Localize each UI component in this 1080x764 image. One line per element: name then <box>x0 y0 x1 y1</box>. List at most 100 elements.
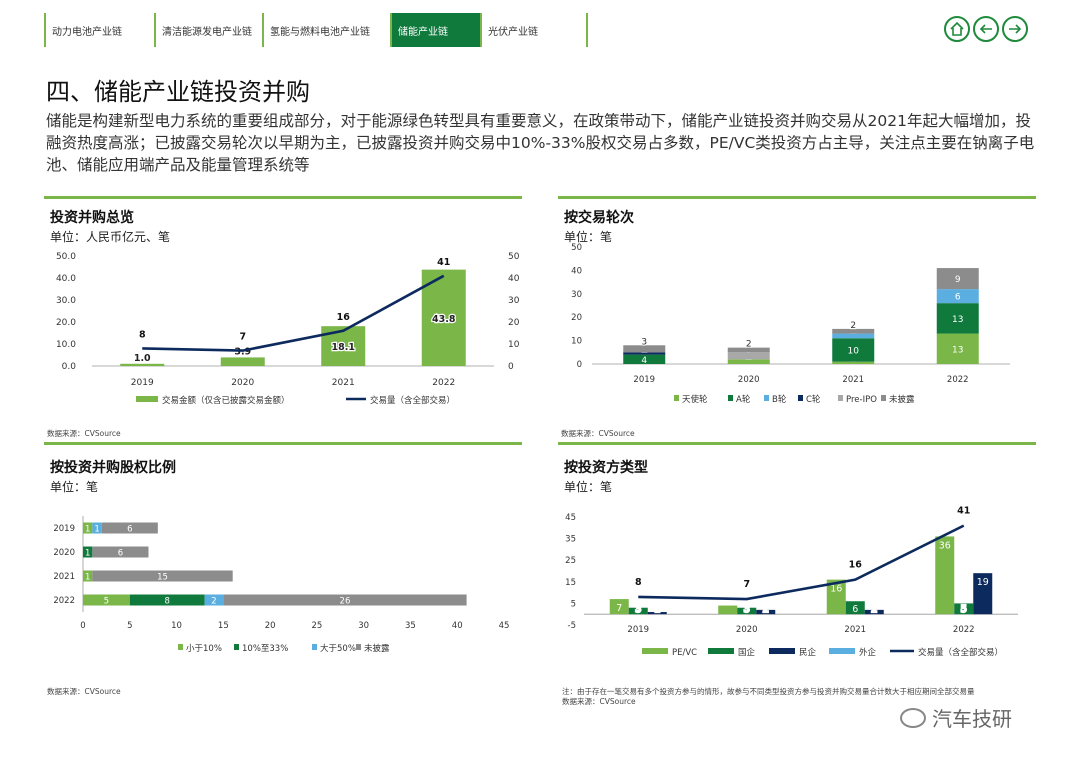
rounds-source: 数据来源：CVSource <box>561 429 635 438</box>
rounds-title: 按交易轮次 <box>564 210 634 226</box>
tab-clean-energy[interactable]: 清洁能源发电产业链 <box>154 13 262 47</box>
x-tick-label: 2019 <box>627 625 649 635</box>
deals-line <box>142 274 445 352</box>
legend-label: PE/VC <box>672 648 697 658</box>
investor-data-label: 5 <box>961 604 967 615</box>
x-tick-label: 15 <box>218 621 229 631</box>
investor-data-label: 16 <box>830 584 842 595</box>
x-tick-label: 2020 <box>231 378 254 388</box>
deals-line <box>638 524 965 601</box>
deals-data-label: 7 <box>239 332 246 343</box>
legend-swatch <box>838 395 843 401</box>
overview-title: 投资并购总览 <box>50 210 134 226</box>
legend-swatch-amount <box>136 396 158 402</box>
back-button[interactable] <box>973 16 999 42</box>
tab-label: 动力电池产业链 <box>52 26 122 38</box>
stack-segment <box>832 328 875 334</box>
wechat-icon <box>900 707 926 728</box>
y-tick-label: 40 <box>571 266 582 276</box>
legend-swatch <box>728 395 733 401</box>
segment-data-label: 9 <box>955 275 961 285</box>
stack-segment <box>623 352 666 355</box>
x-tick-label: 10 <box>171 621 182 631</box>
segment-data-label: 4 <box>641 356 647 366</box>
legend-label: Pre-IPO <box>846 395 877 405</box>
segment-data-label: 6 <box>118 549 123 559</box>
equity-source: 数据来源：CVSource <box>47 687 121 696</box>
legend-label: 外企 <box>859 647 877 658</box>
investor-data-label: 3 <box>635 604 641 615</box>
x-tick-label: 2021 <box>332 378 355 388</box>
deals-data-label: 16 <box>849 560 863 571</box>
x-tick-label: 40 <box>452 621 463 631</box>
y-tick-label: 20.0 <box>56 318 76 328</box>
investor-bar <box>973 573 993 615</box>
home-button[interactable] <box>944 16 970 42</box>
stack-segment <box>727 359 770 364</box>
investor-data-label: 2 <box>763 604 769 615</box>
tab-label: 光伏产业链 <box>488 26 538 38</box>
tab-power-battery[interactable]: 动力电池产业链 <box>44 13 154 47</box>
rounds-unit: 单位：笔 <box>564 230 613 244</box>
legend-label: 民企 <box>799 647 817 658</box>
x-tick-label: 45 <box>499 621 510 631</box>
y-tick-label: 2020 <box>53 548 75 558</box>
tab-label: 清洁能源发电产业链 <box>162 26 252 38</box>
deals-data-label: 8 <box>139 329 146 340</box>
x-tick-label: 2022 <box>953 625 975 635</box>
amount-bar <box>421 269 466 366</box>
legend-swatch <box>178 644 183 650</box>
deals-data-label: 41 <box>437 257 450 268</box>
forward-button[interactable] <box>1002 16 1028 42</box>
amount-data-label: 18.1 <box>332 342 355 353</box>
stack-segment <box>936 289 979 304</box>
x-tick-label: 2022 <box>947 375 969 385</box>
overview-chart: 50.0 40.0 30.0 20.0 10.0 0.0 50 40 30 20 10 0 1.0 201… <box>56 252 520 406</box>
tab-energy-storage[interactable]: 储能产业链 <box>390 13 480 47</box>
investor-data-label: 19 <box>977 577 989 588</box>
investor-bar <box>737 607 757 615</box>
intro-paragraph: 储能是构建新型电力系统的重要组成部分，对于能源绿色转型具有重要意义，在政策带动下… <box>46 112 1035 174</box>
rounds-chart: 5040302010041320192322020110222021131369… <box>571 243 1010 405</box>
y2-tick-label: 20 <box>508 318 520 328</box>
legend-label-deals: 交易量（含全部交易） <box>370 395 455 406</box>
x-tick-label: 2020 <box>738 375 760 385</box>
x-tick-label: 2021 <box>842 375 864 385</box>
stack-segment <box>83 594 130 606</box>
tab-hydrogen[interactable]: 氢能与燃料电池产业链 <box>262 13 390 47</box>
amount-bar <box>220 357 265 366</box>
x-tick-label: 20 <box>265 621 276 631</box>
y-tick-label: 2019 <box>53 524 75 534</box>
legend-swatch <box>769 648 795 654</box>
y-tick-label: 25 <box>565 556 576 566</box>
legend-label-deals: 交易量（含全部交易） <box>918 647 1003 658</box>
investor-chart: 45 35 25 15 5 -5 7 3 1 2019 3 2 2020 16 6 2 2021 36 5 19 202… <box>565 505 1018 658</box>
y2-tick-label: 50 <box>508 252 520 262</box>
segment-data-label: 13 <box>952 315 963 325</box>
y-tick-label: 45 <box>565 513 576 523</box>
stack-segment <box>83 546 93 558</box>
y-tick-label: 5 <box>571 599 576 609</box>
segment-data-label: 1 <box>85 549 90 559</box>
tab-photovoltaic[interactable]: 光伏产业链 <box>480 13 588 47</box>
stack-segment <box>727 347 770 353</box>
legend-swatch <box>356 644 361 650</box>
home-icon <box>950 21 964 36</box>
y-tick-label: -5 <box>568 621 576 631</box>
tab-label: 储能产业链 <box>398 26 448 38</box>
section-tabs: 动力电池产业链 清洁能源发电产业链 氢能与燃料电池产业链 储能产业链 光伏产业链 <box>44 13 588 47</box>
stack-segment <box>83 570 93 582</box>
investor-note: 注：由于存在一笔交易有多个投资方参与的情形，故参与不同类型投资方参与投资并购交易… <box>562 687 975 696</box>
y-tick-label: 50 <box>571 243 582 253</box>
segment-data-label: 15 <box>157 573 168 583</box>
x-tick-label: 5 <box>127 621 132 631</box>
panel-divider <box>44 442 522 445</box>
investor-bar <box>954 603 974 615</box>
y-tick-label: 15 <box>565 578 576 588</box>
x-tick-label: 2019 <box>633 375 655 385</box>
investor-title: 按投资方类型 <box>564 460 648 476</box>
segment-data-label: 26 <box>340 597 351 607</box>
investor-data-label: 7 <box>616 603 622 614</box>
legend-swatch <box>829 648 855 654</box>
investor-bar <box>935 536 955 615</box>
